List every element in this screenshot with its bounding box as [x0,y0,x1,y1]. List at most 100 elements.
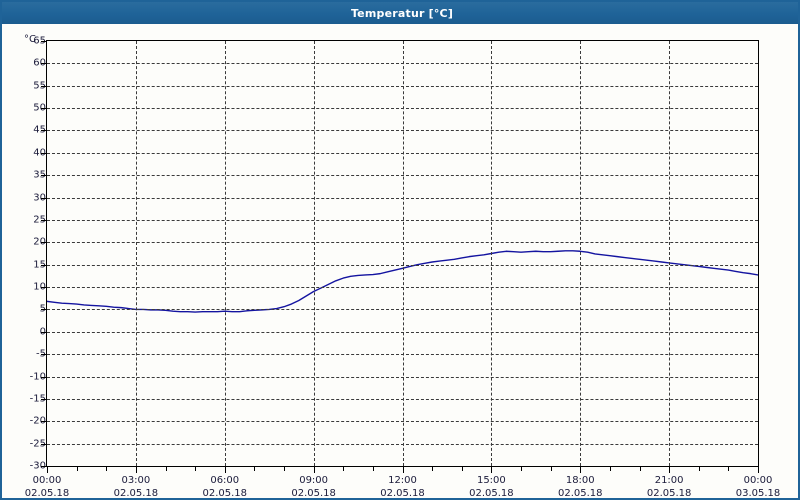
y-axis-tick-label: 65 [33,35,46,47]
y-axis-tick-label: -5 [36,348,46,360]
x-axis-tick-time: 06:00 [210,475,240,486]
y-axis-tick-label: 55 [33,80,46,92]
chart-canvas: °C 65 60 55 50 45 40 35 30 25 20 15 10 5 0 -5 -10 -15 -20… [2,24,798,498]
x-axis-tick-minor [254,467,256,471]
x-axis-tick-minor [343,467,345,471]
x-axis-tick-major [47,467,48,473]
y-axis-tick [41,443,46,445]
y-axis-tick-label: 0 [39,326,46,338]
y-axis-tick [41,175,46,177]
y-axis-tick-label: -10 [29,371,46,383]
x-axis-tick-minor [106,467,108,471]
y-axis-tick [41,242,46,244]
x-gridline [669,41,671,466]
x-axis-tick-date: 02.05.18 [291,488,336,499]
x-axis-tick-minor [76,467,78,471]
y-axis-tick [41,41,46,42]
y-axis-unit-label: °C [24,34,36,45]
y-axis-tick-label: 20 [33,236,46,248]
y-axis-tick-label: 15 [33,259,46,271]
x-axis-tick-minor [728,467,730,471]
y-axis-tick-label: 60 [33,57,46,69]
y-axis-tick-label: 40 [33,147,46,159]
y-axis-tick [41,130,46,132]
y-axis-tick-label: 50 [33,102,46,114]
y-axis-tick-label: 30 [33,192,46,204]
x-axis-tick-minor [284,467,285,471]
x-axis-tick-date: 02.05.18 [24,488,70,499]
x-gridline [402,41,404,466]
x-axis-tick-major [402,467,404,473]
y-axis-tick [41,287,46,289]
x-axis-tick-label: 09:00 02.05.18 [274,474,354,499]
x-axis-tick-time: 21:00 [654,475,684,486]
y-axis-tick [41,63,46,65]
y-axis-tick [41,331,46,333]
y-axis-tick [41,197,46,199]
y-axis-tick [41,152,46,154]
x-axis-tick-time: 18:00 [565,475,595,486]
x-axis-tick-major [135,467,137,473]
plot-area [46,40,759,467]
x-gridline [491,41,493,466]
x-axis-tick-minor [639,467,641,471]
x-axis-tick-label: 18:00 02.05.18 [540,474,620,499]
y-axis-tick-label: 5 [39,303,46,315]
x-gridline [224,41,226,466]
x-axis-tick-major [224,467,226,473]
x-axis-tick-minor [698,467,700,471]
y-axis-tick-label: -15 [29,393,46,405]
x-axis-tick-major [758,467,759,473]
x-axis-tick-major [313,467,315,473]
x-axis-tick-label: 06:00 02.05.18 [185,474,265,499]
y-axis-tick [41,376,46,378]
x-axis-tick-minor [521,467,522,471]
x-axis-tick-major [580,467,582,473]
x-axis-tick-time: 03:00 [121,475,151,486]
x-axis-tick-label: 15:00 02.05.18 [451,474,531,499]
x-gridline [313,41,315,466]
x-axis-tick-label: 12:00 02.05.18 [363,474,443,498]
x-axis-tick-date: 02.05.18 [469,488,514,499]
x-axis-tick-label: 00:00 03.05.18 [718,474,798,499]
window-titlebar: Temperatur [°C] [2,2,798,24]
y-axis-tick [41,108,46,110]
y-axis: 65 60 55 50 45 40 35 30 25 20 15 10 5 0 -5 -10 -15 -20 -25… [2,36,46,472]
page-title: Temperatur [°C] [350,6,454,20]
y-axis-tick [41,219,46,221]
y-axis-tick [41,264,46,266]
y-axis-tick [41,309,46,311]
x-axis-tick-label: 21:00 02.05.18 [629,474,709,499]
y-axis-tick [41,85,46,87]
x-axis-tick-label: 03:00 02.05.18 [96,474,176,499]
y-axis-tick-label: 10 [33,281,46,293]
x-axis-tick-time: 00:00 [743,475,773,486]
x-axis-tick-minor [372,467,374,471]
x-axis-tick-time: 15:00 [476,475,506,486]
y-axis-tick-label: -25 [29,438,46,450]
y-axis-tick-label: 35 [33,169,46,181]
y-axis-tick [41,421,46,423]
x-axis-tick-date: 02.05.18 [113,488,159,499]
x-axis-tick-minor [461,467,463,471]
x-axis-tick-minor [550,467,552,471]
x-axis-tick-minor [165,467,167,471]
y-axis-tick-label: -30 [29,460,46,472]
x-axis-tick-date: 03.05.18 [735,488,781,499]
y-axis-tick-label: 25 [33,214,46,226]
x-gridline [580,41,582,466]
y-axis-tick [41,466,46,467]
x-axis-tick-minor [432,467,434,471]
x-axis-tick-time: 09:00 [299,475,329,486]
x-axis-tick-time: 00:00 [32,475,62,486]
x-axis: 00:00 02.05.18 03:00 02.05.18 06:00 02.05.18 0… [25,467,780,499]
x-gridline [135,41,137,466]
y-axis-tick-label: 45 [33,124,46,136]
x-axis-tick-date: 02.05.18 [646,488,692,499]
x-axis-tick-major [669,467,671,473]
x-axis-tick-minor [195,467,197,471]
x-axis-tick-date: 02.05.18 [557,488,603,499]
x-axis-tick-minor [609,467,611,471]
x-axis-tick-date: 02.05.18 [202,488,248,499]
